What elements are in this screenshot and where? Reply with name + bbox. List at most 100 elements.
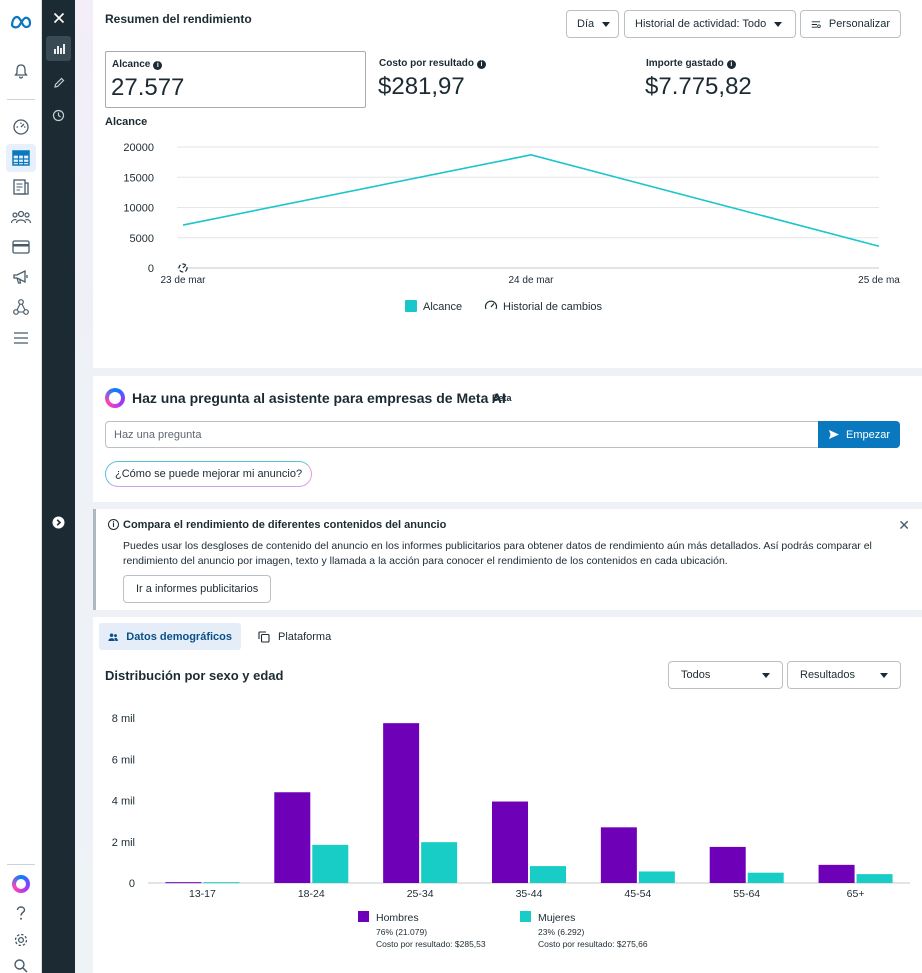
legend-swatch-women [520, 911, 531, 922]
send-icon [828, 430, 839, 439]
legend-label-men: Hombres [376, 912, 419, 924]
bar-men-13-17 [165, 882, 202, 884]
start-button-label: Empezar [845, 428, 891, 441]
metric-cost-value: $281,97 [378, 73, 465, 100]
demographics-card: Datos demográficos Plataforma Distribuci… [93, 617, 922, 973]
chevron-down-icon [602, 21, 611, 27]
bar-women-25-34 [421, 842, 458, 883]
chevron-down-icon [880, 672, 888, 678]
activity-history-dropdown[interactable]: Historial de actividad: Todo [624, 10, 796, 38]
settings-icon[interactable] [9, 928, 33, 952]
bar-women-18-24 [312, 844, 349, 883]
tab-platform-label: Plataforma [278, 630, 332, 643]
x-tick-label: 24 de mar [508, 275, 554, 286]
bar-men-35-44 [492, 801, 528, 883]
banner-title: Compara el rendimiento de diferentes con… [123, 519, 447, 531]
info-icon[interactable]: i [726, 60, 736, 69]
bar-men-55-64 [709, 846, 746, 883]
y-tick-label: 5000 [130, 233, 154, 245]
info-icon[interactable]: i [477, 60, 487, 69]
tab-demographics-label: Datos demográficos [126, 630, 232, 643]
legend-change-history-icon [484, 300, 498, 310]
main-area: Resumen del rendimiento Día Historial de… [75, 0, 922, 973]
y-tick-label: 0 [129, 878, 135, 890]
expand-icon[interactable] [46, 510, 71, 535]
legend-label-reach: Alcance [423, 301, 462, 313]
ai-title: Haz una pregunta al asistente para empre… [132, 390, 506, 406]
chart-title: Alcance [105, 116, 148, 128]
clock-icon[interactable] [46, 103, 71, 128]
people-icon [108, 633, 118, 641]
bar-women-13-17 [203, 882, 240, 884]
activity-history-label: Historial de actividad: Todo [635, 18, 767, 30]
customize-icon [811, 20, 821, 28]
x-tick-label: 25-34 [407, 888, 434, 900]
reach-line-chart: 0 5000 10000 15000 20000 23 de mar 24 de mar 25… [123, 142, 900, 313]
bar-chart-icon[interactable] [46, 36, 71, 61]
distribution-title: Distribución por sexo y edad [105, 668, 284, 683]
bar-men-45-54 [600, 827, 637, 883]
metric-reach[interactable]: Alcance i 27.577 [105, 51, 366, 108]
filter-all-dropdown[interactable]: Todos [668, 661, 783, 689]
dashboard-icon[interactable] [9, 115, 33, 139]
x-tick-label: 25 de ma [858, 275, 900, 286]
graph-icon[interactable] [9, 295, 33, 319]
y-tick-label: 0 [148, 263, 154, 275]
y-tick-label: 15000 [123, 172, 154, 184]
ask-question-input[interactable] [105, 421, 819, 448]
chevron-down-icon [774, 21, 783, 27]
tab-platform[interactable]: Plataforma [249, 623, 340, 650]
compare-banner: i Compara el rendimiento de diferentes c… [93, 509, 922, 610]
ad-reports-button[interactable]: Ir a informes publicitarios [123, 575, 272, 603]
tab-demographics[interactable]: Datos demográficos [99, 623, 241, 650]
summary-title: Resumen del rendimiento [105, 12, 252, 26]
metric-cost-per-result[interactable]: Costo por resultado i $281,97 [373, 51, 633, 108]
suggestion-chip[interactable]: ¿Cómo se puede mejorar mi anuncio? [105, 461, 313, 487]
pencil-icon[interactable] [46, 70, 71, 95]
x-tick-label: 23 de mar [160, 275, 206, 286]
filter-results-label: Resultados [800, 669, 856, 681]
detail-rail [42, 0, 75, 973]
billing-icon[interactable] [9, 235, 33, 259]
audience-icon[interactable] [9, 205, 33, 229]
info-icon[interactable]: i [153, 61, 163, 70]
pages-icon[interactable] [9, 175, 33, 199]
legend-label-women: Mujeres [538, 912, 575, 924]
copy-icon [258, 630, 270, 643]
day-dropdown-label: Día [577, 18, 595, 30]
start-button[interactable]: Empezar [818, 421, 900, 448]
meta-ai-icon[interactable] [9, 872, 33, 896]
close-icon[interactable]: ✕ [898, 517, 910, 533]
bar-women-45-54 [638, 871, 675, 883]
reach-series-line [182, 154, 880, 247]
legend-swatch-reach [405, 300, 417, 312]
legend-cost-men: Costo por resultado: $285,53 [376, 939, 486, 949]
customize-button[interactable]: Personalizar [800, 10, 901, 38]
metric-reach-label: Alcance [112, 59, 151, 70]
x-tick-label: 13-17 [189, 888, 216, 900]
table-icon[interactable] [6, 144, 36, 172]
y-tick-label: 2 mil [112, 837, 135, 849]
x-tick-label: 65+ [847, 888, 865, 900]
meta-logo-icon[interactable] [9, 10, 33, 34]
x-tick-label: 18-24 [298, 888, 325, 900]
performance-summary-card: Resumen del rendimiento Día Historial de… [93, 0, 922, 368]
day-dropdown[interactable]: Día [566, 10, 619, 38]
metric-reach-value: 27.577 [111, 74, 185, 101]
x-tick-label: 55-64 [733, 888, 760, 900]
gauge-arc [484, 300, 498, 310]
y-tick-label: 10000 [123, 203, 154, 215]
y-tick-label: 6 mil [112, 754, 135, 766]
help-icon[interactable] [9, 901, 33, 925]
close-icon[interactable] [46, 5, 71, 30]
legend-cost-women: Costo por resultado: $275,66 [538, 939, 648, 949]
search-icon[interactable] [9, 954, 33, 973]
x-tick-label: 35-44 [516, 888, 543, 900]
x-tick-label: 45-54 [624, 888, 651, 900]
metric-amount-spent[interactable]: Importe gastado i $7.775,82 [640, 51, 900, 108]
megaphone-icon[interactable] [9, 265, 33, 289]
filter-results-dropdown[interactable]: Resultados [787, 661, 901, 689]
legend-share-women: 23% (6.292) [538, 927, 584, 937]
bell-icon[interactable] [9, 59, 33, 83]
menu-icon[interactable] [9, 326, 33, 350]
